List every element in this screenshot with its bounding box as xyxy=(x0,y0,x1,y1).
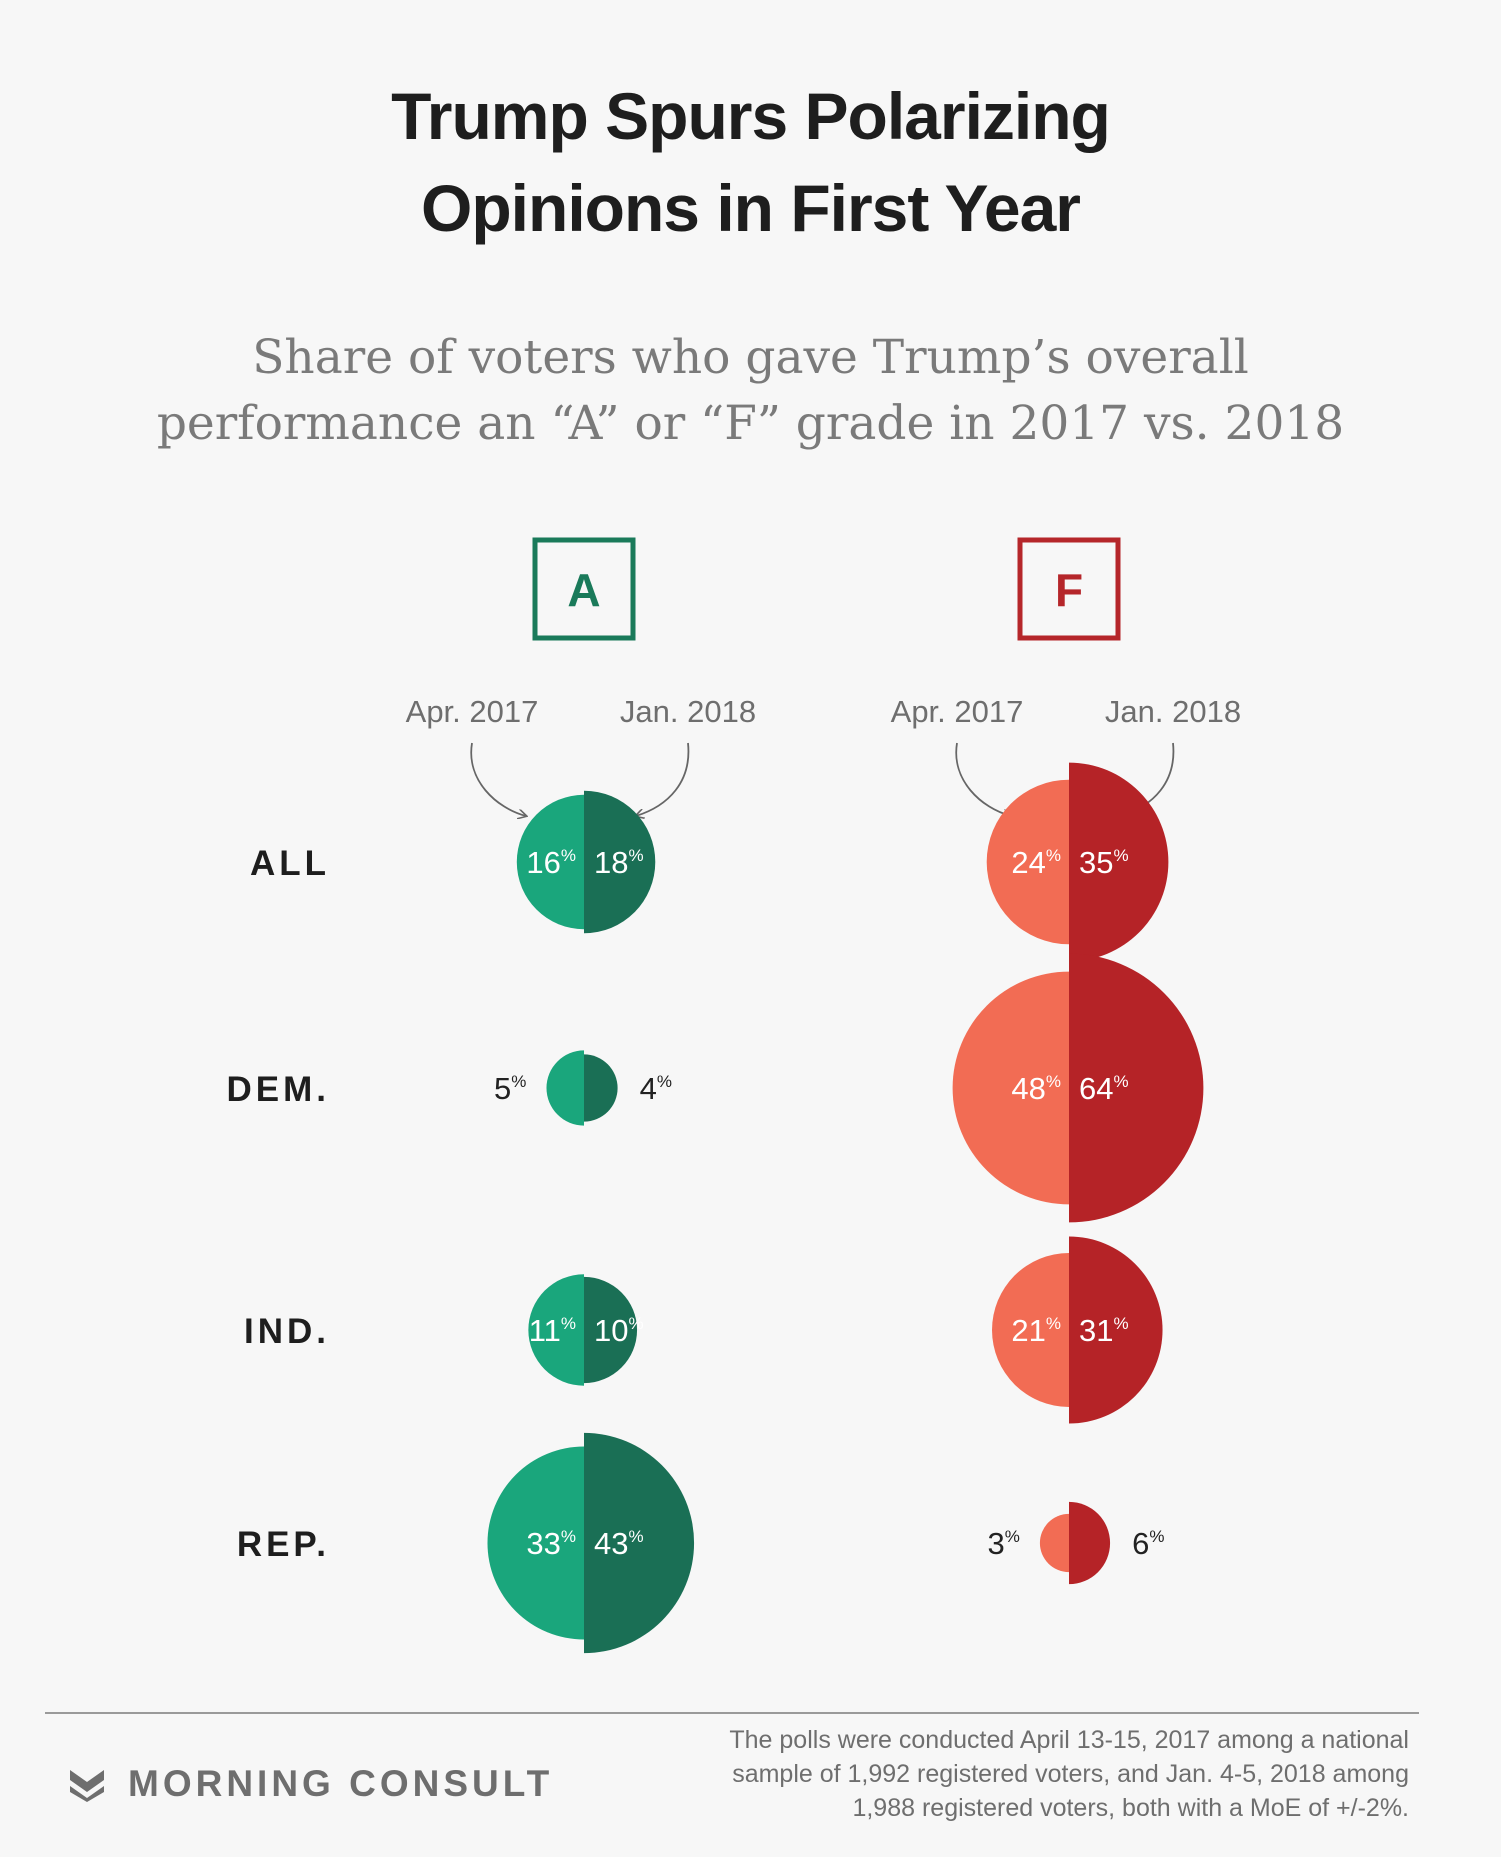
methodology-note-line-3: 1,988 registered voters, both with a MoE… xyxy=(852,1794,1409,1822)
grade-a-box xyxy=(532,537,636,641)
grade-a-ind-apr-2017-half xyxy=(528,1274,584,1386)
grade-a-rep-jan-2018-half xyxy=(584,1432,695,1654)
chart-subtitle: Share of voters who gave Trump’s overall… xyxy=(0,325,1501,457)
grade-f-rep-jan-2018-label: 6% xyxy=(1132,1526,1164,1561)
row-label-all: ALL xyxy=(250,844,330,883)
chart-title-line-1: Trump Spurs Polarizing xyxy=(391,79,1111,153)
grade-a-arrow-left xyxy=(470,742,526,816)
grade-f-period-label-jan-2018: Jan. 2018 xyxy=(1105,694,1241,729)
grade-a-all-jan-2018-half xyxy=(584,790,656,934)
grade-f-all-apr-2017-half xyxy=(986,779,1069,945)
grade-f-arrow-left xyxy=(955,742,1011,816)
grade-f-rep-apr-2017-label: 3% xyxy=(988,1526,1020,1561)
grade-a-ind-jan-2018-label: 10% xyxy=(594,1313,644,1348)
chart-subtitle-line-1: Share of voters who gave Trump’s overall xyxy=(252,330,1249,385)
grade-f-period-label-apr-2017: Apr. 2017 xyxy=(891,694,1024,729)
grade-f-all-apr-2017-label: 24% xyxy=(1011,845,1061,880)
brand-logo: MORNING CONSULT xyxy=(68,1762,553,1806)
footer-divider xyxy=(45,1712,1419,1714)
grade-a-period-label-jan-2018: Jan. 2018 xyxy=(620,694,756,729)
grade-a-dem-jan-2018-half xyxy=(584,1054,618,1122)
grade-a-rep-apr-2017-half xyxy=(487,1446,584,1640)
grade-a-dem-apr-2017-label: 5% xyxy=(494,1071,526,1106)
chart-title-line-2: Opinions in First Year xyxy=(421,171,1081,245)
grade-a-period-label-apr-2017: Apr. 2017 xyxy=(406,694,539,729)
chart-subtitle-line-2: performance an “A” or “F” grade in 2017 … xyxy=(156,396,1345,451)
grade-a-dem-apr-2017-half xyxy=(546,1050,584,1126)
grade-f-all-jan-2018-half xyxy=(1069,762,1169,962)
grade-a-arrow-right xyxy=(636,742,690,816)
brand-name: MORNING CONSULT xyxy=(128,1763,554,1804)
methodology-note-line-1: The polls were conducted April 13-15, 20… xyxy=(729,1726,1409,1754)
methodology-note-line-2: sample of 1,992 registered voters, and J… xyxy=(732,1760,1409,1788)
row-label-dem: DEM. xyxy=(227,1070,331,1109)
grade-a-dem-jan-2018-label: 4% xyxy=(640,1071,672,1106)
morning-consult-logo-icon xyxy=(70,1770,104,1802)
row-label-rep: REP. xyxy=(237,1525,330,1564)
grade-f-ind-jan-2018-half xyxy=(1069,1236,1163,1424)
methodology-note: The polls were conducted April 13-15, 20… xyxy=(589,1723,1409,1825)
grade-a-ind-jan-2018-half xyxy=(584,1276,638,1384)
grade-f-ind-apr-2017-half xyxy=(992,1253,1069,1407)
chart-title: Trump Spurs Polarizing Opinions in First… xyxy=(0,70,1501,254)
grade-a-all-apr-2017-half xyxy=(516,794,584,930)
row-label-ind: IND. xyxy=(244,1312,330,1351)
grade-f-letter: F xyxy=(1055,564,1083,616)
grade-f-rep-apr-2017-half xyxy=(1039,1513,1069,1573)
grade-a-letter: A xyxy=(567,564,600,616)
grade-f-dem-apr-2017-half xyxy=(952,971,1069,1205)
grade-f-dem-jan-2018-half xyxy=(1069,953,1204,1223)
grade-f-rep-jan-2018-half xyxy=(1069,1501,1111,1585)
grade-f-box xyxy=(1017,537,1121,641)
